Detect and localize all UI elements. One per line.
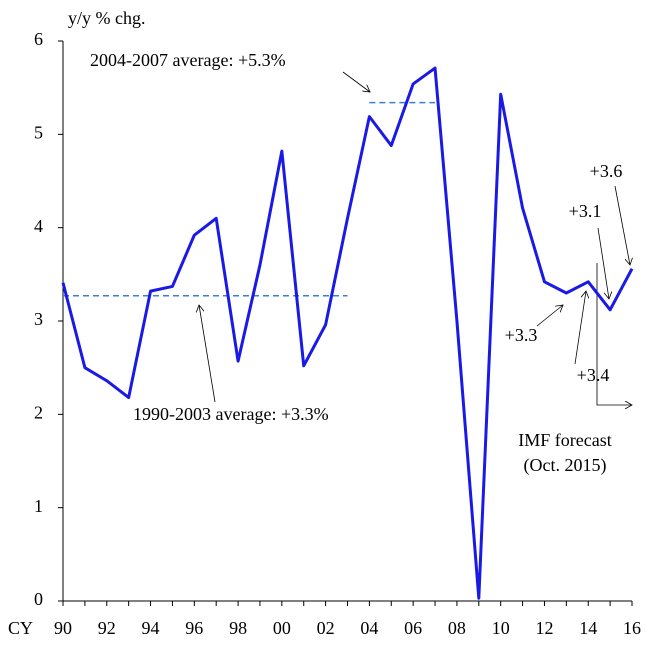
data-label: +3.4 (577, 365, 610, 385)
forecast-bracket (596, 263, 632, 405)
x-tick-label: 16 (623, 618, 641, 638)
x-tick-label: 90 (54, 618, 72, 638)
y-tick-label: 3 (34, 309, 43, 329)
x-tick-label: 12 (535, 618, 553, 638)
x-tick-label: 08 (448, 618, 466, 638)
x-tick-label: 92 (98, 618, 116, 638)
forecast-note: (Oct. 2015) (524, 455, 607, 476)
y-tick-label: 4 (34, 216, 43, 236)
x-tick-label: 06 (404, 618, 422, 638)
annotation-arrow (199, 305, 216, 403)
series-line (61, 66, 634, 600)
data-label: +3.1 (569, 201, 602, 221)
forecast-note: IMF forecast (518, 430, 611, 450)
x-axis-prefix: CY (8, 618, 33, 638)
x-tick-label: 04 (360, 618, 378, 638)
x-tick-label: 14 (579, 618, 597, 638)
data-label: +3.3 (505, 325, 538, 345)
x-tick-label: 10 (492, 618, 510, 638)
annotation-arrow (597, 227, 609, 299)
x-tick-label: 96 (185, 618, 203, 638)
x-tick-label: 00 (273, 618, 291, 638)
data-label: +3.6 (590, 161, 623, 181)
x-tick-label: 94 (142, 618, 160, 638)
annotation-arrow (342, 71, 370, 92)
average-label: 1990-2003 average: +3.3% (133, 404, 329, 424)
y-tick-label: 5 (34, 122, 43, 142)
annotation-arrow (536, 305, 563, 327)
y-tick-label: 2 (34, 402, 43, 422)
y-tick-label: 1 (34, 496, 43, 516)
y-axis-label: y/y % chg. (68, 8, 145, 28)
annotation-arrow (614, 185, 630, 265)
x-tick-label: 02 (317, 618, 335, 638)
y-tick-label: 0 (34, 589, 43, 609)
average-label: 2004-2007 average: +5.3% (90, 50, 286, 70)
x-tick-label: 98 (229, 618, 247, 638)
annotation-arrow (574, 291, 586, 365)
y-tick-label: 6 (34, 29, 43, 49)
